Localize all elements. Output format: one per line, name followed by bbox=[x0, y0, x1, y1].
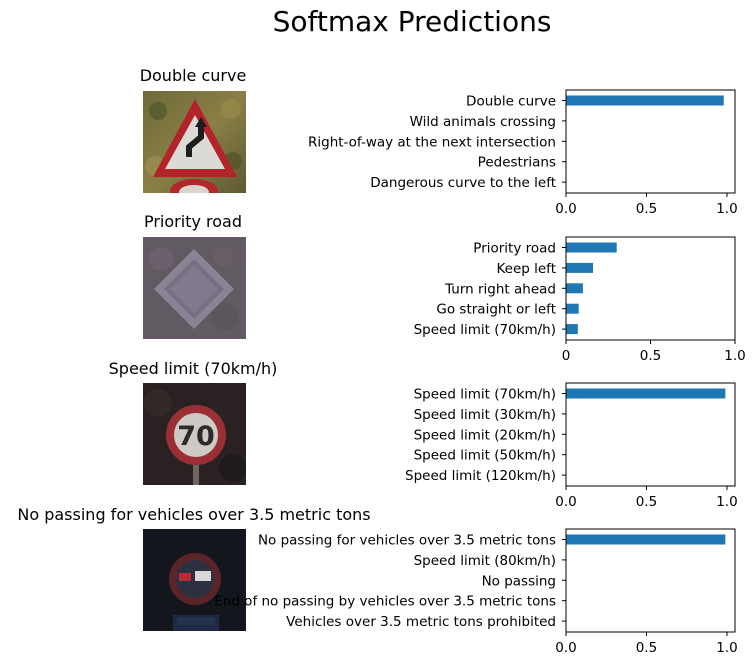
xtick-label-2-2: 0.5 bbox=[640, 348, 661, 364]
xtick-label-4-3: 1.0 bbox=[716, 640, 737, 656]
bar-2-2 bbox=[566, 262, 594, 273]
ytick-label-3-4: Speed limit (50km/h) bbox=[414, 448, 556, 464]
xtick-label-1-1: 0.0 bbox=[555, 201, 576, 217]
xtick-label-3-2: 0.5 bbox=[636, 494, 657, 510]
ytick-label-3-1: Speed limit (70km/h) bbox=[414, 387, 556, 403]
ytick-label-3-2: Speed limit (30km/h) bbox=[414, 407, 556, 423]
ytick-label-2-5: Speed limit (70km/h) bbox=[414, 322, 556, 338]
double-curve-sign-image bbox=[143, 91, 246, 193]
chart-3: Speed limit (70km/h) Speed limit (30km/h)… bbox=[405, 382, 738, 510]
svg-text:70: 70 bbox=[177, 421, 215, 452]
image-title-4: No passing for vehicles over 3.5 metric … bbox=[17, 505, 371, 524]
ytick-label-2-4: Go straight or left bbox=[436, 302, 556, 318]
ytick-label-4-4: End of no passing by vehicles over 3.5 m… bbox=[214, 594, 556, 610]
axes-frame-1 bbox=[565, 89, 736, 194]
ytick-label-1-5: Dangerous curve to the left bbox=[370, 175, 556, 191]
bar-3-1 bbox=[566, 388, 726, 399]
ytick-label-2-1: Priority road bbox=[473, 241, 556, 257]
ytick-label-1-2: Wild animals crossing bbox=[410, 114, 556, 130]
priority-road-sign-image bbox=[143, 237, 246, 339]
bar-2-4 bbox=[566, 303, 579, 314]
axes-frame-3 bbox=[565, 382, 736, 487]
xtick-label-2-1: 0 bbox=[562, 348, 571, 364]
ytick-label-4-3: No passing bbox=[482, 573, 556, 589]
xtick-label-2-3: 1.0 bbox=[724, 348, 745, 364]
ytick-label-1-3: Right-of-way at the next intersection bbox=[308, 134, 556, 150]
ytick-label-2-3: Turn right ahead bbox=[444, 281, 556, 297]
ytick-label-4-1: No passing for vehicles over 3.5 metric … bbox=[258, 533, 556, 549]
axes-frame-4 bbox=[565, 528, 736, 633]
xtick-label-3-3: 1.0 bbox=[716, 494, 737, 510]
chart-1: Double curve Wild animals crossing Right-o… bbox=[308, 89, 738, 217]
bar-4-1 bbox=[566, 534, 726, 545]
xtick-label-4-2: 0.5 bbox=[636, 640, 657, 656]
ytick-label-2-2: Keep left bbox=[496, 261, 556, 277]
figure-title: Softmax Predictions bbox=[272, 5, 552, 38]
xtick-label-3-1: 0.0 bbox=[555, 494, 576, 510]
image-title-3: Speed limit (70km/h) bbox=[108, 359, 278, 378]
bar-2-5 bbox=[566, 324, 578, 335]
bar-2-3 bbox=[566, 283, 583, 294]
chart-2: Priority road Keep left Turn right ahead Go… bbox=[414, 236, 746, 364]
xtick-label-1-2: 0.5 bbox=[636, 201, 657, 217]
xtick-label-1-3: 1.0 bbox=[716, 201, 737, 217]
ytick-label-4-5: Vehicles over 3.5 metric tons prohibited bbox=[286, 614, 556, 630]
ytick-label-1-4: Pedestrians bbox=[478, 155, 556, 171]
ytick-label-1-1: Double curve bbox=[466, 94, 556, 110]
image-title-2: Priority road bbox=[143, 212, 242, 231]
bar-1-1 bbox=[566, 95, 724, 106]
speed-limit-70-sign-image: 70 bbox=[143, 383, 246, 485]
ytick-label-4-2: Speed limit (80km/h) bbox=[414, 553, 556, 569]
ytick-label-3-5: Speed limit (120km/h) bbox=[405, 468, 556, 484]
image-title-1: Double curve bbox=[139, 66, 247, 85]
no-passing-heavy-vehicles-sign-image bbox=[143, 529, 246, 631]
chart-4: No passing for vehicles over 3.5 metric … bbox=[214, 528, 738, 656]
xtick-label-4-1: 0.0 bbox=[555, 640, 576, 656]
ytick-label-3-3: Speed limit (20km/h) bbox=[414, 427, 556, 443]
bar-2-1 bbox=[566, 242, 617, 253]
